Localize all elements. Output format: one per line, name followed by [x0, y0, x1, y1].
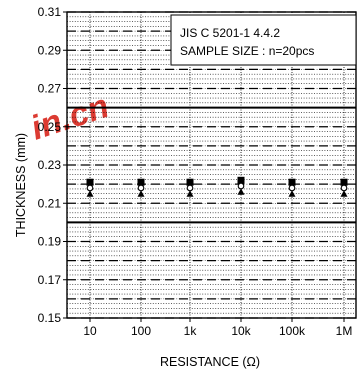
- marker-circle: [288, 184, 296, 192]
- marker-square: [288, 178, 296, 186]
- marker-circle: [86, 184, 94, 192]
- marker-circle: [137, 184, 145, 192]
- annotation-line-1: JIS C 5201-1 4.4.2: [180, 26, 280, 40]
- data-markers: [86, 176, 348, 197]
- x-axis-title: RESISTANCE (Ω): [160, 355, 260, 369]
- y-axis-title: THICKNESS (mm): [14, 133, 28, 237]
- x-tick-label: 10k: [231, 324, 251, 338]
- marker-triangle: [237, 188, 245, 195]
- y-tick-label: 0.31: [38, 5, 62, 19]
- y-tick-label: 0.23: [38, 158, 62, 172]
- y-tick-label: 0.25: [38, 120, 62, 134]
- marker-square: [186, 178, 194, 186]
- marker-circle: [186, 184, 194, 192]
- marker-square: [86, 178, 94, 186]
- marker-triangle: [86, 190, 94, 197]
- x-axis-ticks: 10 100 1k 10k 100k 1M: [83, 318, 352, 338]
- y-tick-label: 0.17: [38, 273, 62, 287]
- annotation-box: JIS C 5201-1 4.4.2 SAMPLE SIZE : n=20pcs: [170, 14, 357, 66]
- marker-square: [237, 176, 245, 184]
- limit-lines: [67, 106, 356, 224]
- marker-square: [340, 178, 348, 186]
- y-tick-label: 0.15: [38, 311, 62, 325]
- annotation-background: [170, 14, 357, 66]
- marker-triangle: [186, 190, 194, 197]
- y-tick-label: 0.21: [38, 196, 62, 210]
- y-tick-label: 0.27: [38, 82, 62, 96]
- marker-triangle: [340, 190, 348, 197]
- marker-triangle: [137, 190, 145, 197]
- x-tick-label: 1M: [336, 324, 353, 338]
- x-tick-label: 10: [83, 324, 97, 338]
- marker-circle: [237, 182, 245, 190]
- x-tick-label: 1k: [184, 324, 198, 338]
- y-tick-label: 0.19: [38, 235, 62, 249]
- marker-triangle: [288, 190, 296, 197]
- x-tick-label: 100k: [279, 324, 306, 338]
- annotation-line-2: SAMPLE SIZE : n=20pcs: [180, 44, 314, 58]
- y-axis-ticks: 0.15 0.17 0.19 0.21 0.23 0.25 0.27 0.29 0.31: [38, 5, 67, 325]
- x-tick-label: 100: [131, 324, 151, 338]
- y-tick-label: 0.29: [38, 43, 62, 57]
- marker-square: [137, 178, 145, 186]
- marker-circle: [340, 184, 348, 192]
